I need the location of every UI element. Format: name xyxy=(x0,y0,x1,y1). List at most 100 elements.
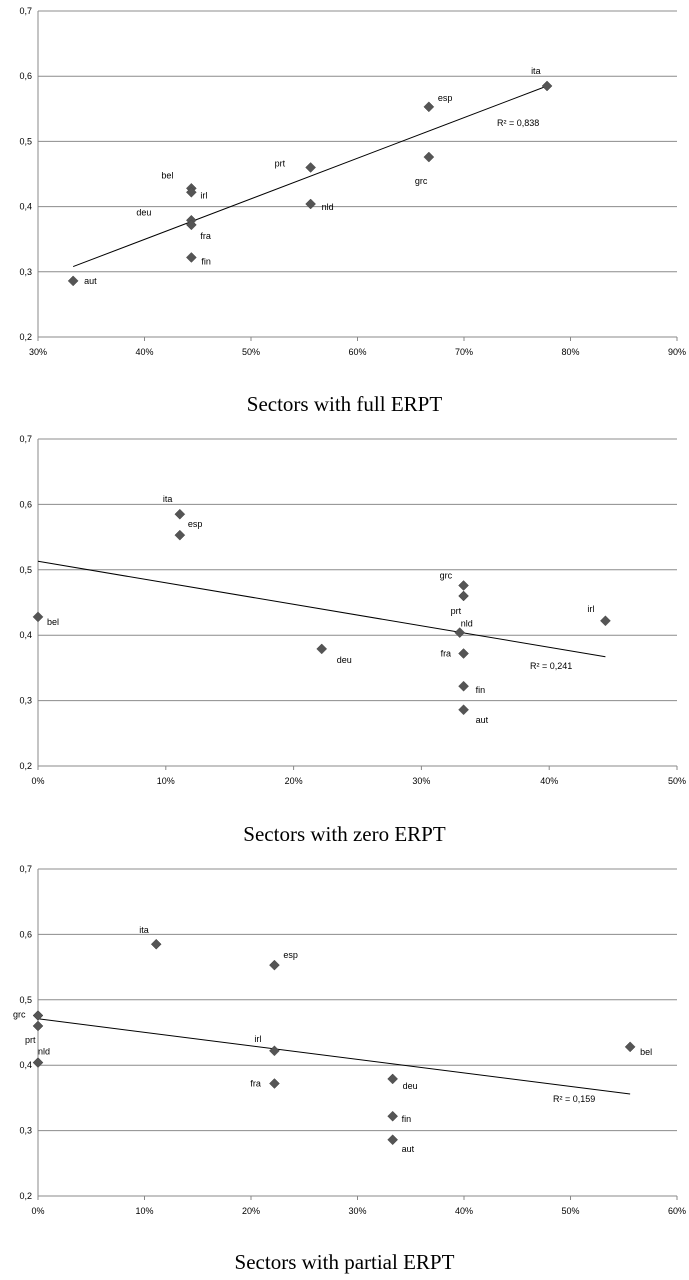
chart-title: Sectors with partial ERPT xyxy=(234,1250,455,1274)
data-point-fin xyxy=(458,680,469,692)
data-point-grc xyxy=(458,580,469,591)
x-tick-label: 80% xyxy=(561,347,579,357)
data-label-aut: aut xyxy=(84,276,97,286)
data-point-ita xyxy=(150,938,162,950)
chart-panel-full: 0,2 0,3 0,4 0,5 0,6 0,7 30% 40% 50% 60% 70% 80% 90% i… xyxy=(0,0,689,425)
data-label-ita: ita xyxy=(163,494,173,504)
data-label-fin: fin xyxy=(402,1114,412,1124)
data-point-prt xyxy=(305,162,316,173)
y-tick-label: 0,2 xyxy=(19,761,32,771)
data-label-irl: irl xyxy=(587,604,594,614)
data-point-aut xyxy=(67,275,79,287)
y-tick-label: 0,7 xyxy=(19,434,32,444)
y-tick-label: 0,6 xyxy=(19,499,32,509)
r-squared-label: R² = 0,159 xyxy=(553,1094,595,1104)
data-label-grc: grc xyxy=(13,1009,26,1019)
y-tick-label: 0,2 xyxy=(19,1191,32,1201)
data-label-bel: bel xyxy=(47,617,59,627)
x-tick-label: 0% xyxy=(31,1206,44,1216)
data-point-nld xyxy=(454,627,466,638)
chart-zero-erpt: 0,2 0,3 0,4 0,5 0,6 0,7 0% 10% 20% 30% 40% 50% ita es… xyxy=(19,434,686,786)
y-tick-label: 0,3 xyxy=(19,267,32,277)
data-point-esp xyxy=(269,959,280,971)
data-point-prt xyxy=(458,590,469,602)
data-point-deu xyxy=(316,643,328,655)
chart-full-erpt: 0,2 0,3 0,4 0,5 0,6 0,7 30% 40% 50% 60% 70% 80% 90% i… xyxy=(19,6,686,357)
data-point-ita xyxy=(174,508,186,520)
data-label-ita: ita xyxy=(531,66,541,76)
x-tick-label: 50% xyxy=(561,1206,579,1216)
data-label-ita: ita xyxy=(139,925,149,935)
data-label-deu: deu xyxy=(136,207,151,217)
x-tick-label: 10% xyxy=(135,1206,153,1216)
y-tick-label: 0,4 xyxy=(19,1060,32,1070)
data-point-irl xyxy=(186,186,197,198)
y-tick-label: 0,3 xyxy=(19,696,32,706)
y-tick-label: 0,5 xyxy=(19,565,32,575)
data-point-aut xyxy=(458,704,469,716)
x-tick-label: 40% xyxy=(455,1206,473,1216)
x-tick-label: 50% xyxy=(242,347,260,357)
chart-title: Sectors with full ERPT xyxy=(246,392,443,416)
data-point-fin xyxy=(186,252,197,263)
r-squared-label: R² = 0,241 xyxy=(530,661,572,671)
x-tick-label: 40% xyxy=(540,776,558,786)
data-point-prt xyxy=(32,1020,44,1032)
data-label-prt: prt xyxy=(275,158,286,168)
data-label-nld: nld xyxy=(322,202,334,212)
x-tick-label: 10% xyxy=(157,776,175,786)
x-tick-label: 50% xyxy=(668,776,686,786)
x-tick-label: 30% xyxy=(412,776,430,786)
trendline xyxy=(37,560,606,658)
data-label-prt: prt xyxy=(451,606,462,616)
trendline xyxy=(37,1018,631,1095)
y-tick-label: 0,6 xyxy=(19,71,32,81)
data-point-deu xyxy=(387,1073,398,1085)
data-label-aut: aut xyxy=(476,715,489,725)
data-point-fin xyxy=(387,1110,398,1122)
chart-partial-erpt: 0,2 0,3 0,4 0,5 0,6 0,7 0% 10% 20% 30% 40% 50% 60% gr… xyxy=(13,864,686,1216)
y-tick-label: 0,2 xyxy=(19,332,32,342)
data-label-nld: nld xyxy=(461,619,473,629)
x-tick-label: 70% xyxy=(455,347,473,357)
y-tick-label: 0,4 xyxy=(19,630,32,640)
data-label-bel: bel xyxy=(161,170,173,180)
data-label-fra: fra xyxy=(250,1079,261,1089)
data-label-aut: aut xyxy=(402,1144,415,1154)
chart-title: Sectors with zero ERPT xyxy=(243,822,446,846)
x-tick-label: 20% xyxy=(285,776,303,786)
data-point-irl xyxy=(269,1045,280,1057)
data-point-nld xyxy=(32,1057,44,1068)
data-point-grc xyxy=(423,151,435,163)
data-label-fra: fra xyxy=(200,231,211,241)
data-point-fra xyxy=(269,1078,280,1089)
data-point-fra xyxy=(458,648,469,659)
data-label-esp: esp xyxy=(188,519,203,529)
x-tick-label: 90% xyxy=(668,347,686,357)
data-label-deu: deu xyxy=(403,1081,418,1091)
data-label-fin: fin xyxy=(476,685,486,695)
data-label-grc: grc xyxy=(440,570,453,580)
data-label-fin: fin xyxy=(201,256,211,266)
data-point-grc xyxy=(32,1010,44,1021)
y-tick-label: 0,5 xyxy=(19,136,32,146)
data-point-ita xyxy=(541,80,553,92)
data-label-irl: irl xyxy=(200,190,207,200)
y-tick-label: 0,3 xyxy=(19,1126,32,1136)
data-point-bel xyxy=(624,1041,636,1053)
x-tick-label: 40% xyxy=(135,347,153,357)
data-label-nld: nld xyxy=(38,1047,50,1057)
data-point-fra xyxy=(186,219,197,231)
x-tick-label: 20% xyxy=(242,1206,260,1216)
y-tick-label: 0,4 xyxy=(19,202,32,212)
x-tick-label: 30% xyxy=(29,347,47,357)
data-label-prt: prt xyxy=(25,1035,36,1045)
data-label-esp: esp xyxy=(283,950,298,960)
data-point-irl xyxy=(600,615,611,627)
data-point-aut xyxy=(387,1134,398,1146)
y-tick-label: 0,6 xyxy=(19,929,32,939)
x-tick-label: 60% xyxy=(348,347,366,357)
chart-panel-zero: 0,2 0,3 0,4 0,5 0,6 0,7 0% 10% 20% 30% 40% 50% ita es… xyxy=(0,428,689,848)
data-point-esp xyxy=(423,101,435,113)
data-label-fra: fra xyxy=(441,649,452,659)
